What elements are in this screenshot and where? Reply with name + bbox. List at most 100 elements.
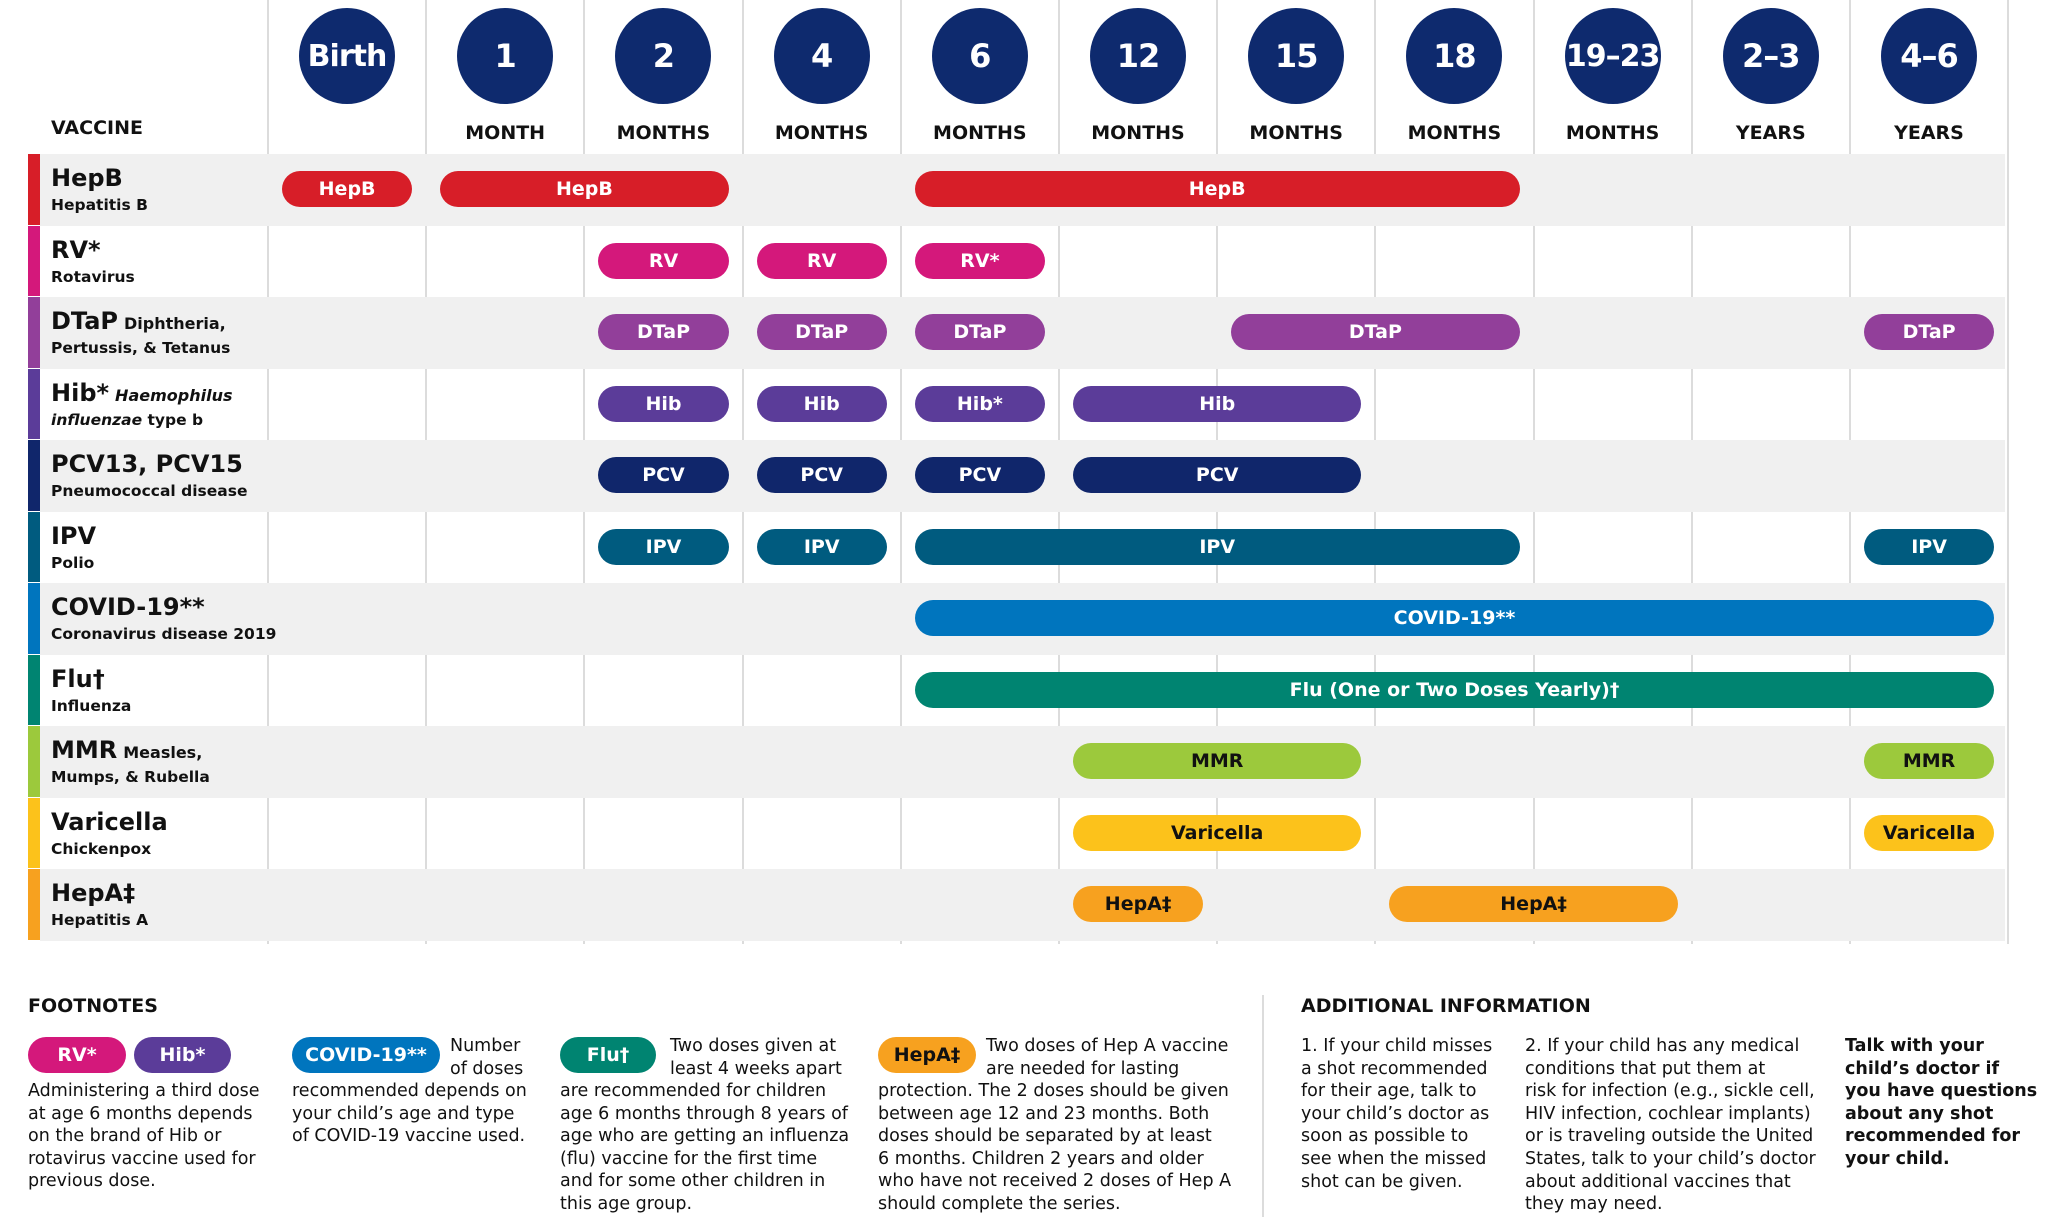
info-line: recommended for (1845, 1126, 2020, 1147)
dose-pill: PCV (598, 457, 729, 493)
age-column-7: 18 MONTHS (1375, 8, 1533, 144)
age-circle: 4 (773, 8, 870, 104)
footnote-line: should complete the series. (878, 1193, 1121, 1214)
dose-pill: Hib (1073, 385, 1362, 422)
age-unit: MONTHS (1249, 122, 1343, 144)
dose-pill: IPV (1864, 528, 1995, 565)
dose-pill: IPV (914, 528, 1520, 565)
vaccine-name: Hib* Haemophilus (51, 379, 232, 407)
age-unit: MONTHS (933, 122, 1027, 144)
footnote-line: are needed for lasting (986, 1058, 1180, 1079)
footnote-hepa-pill: HepA‡ (878, 1037, 976, 1073)
vaccine-abbrev: PCV13, PCV15 (51, 450, 243, 478)
dose-pill: MMR (1073, 743, 1362, 779)
dose-pill: HepB (914, 171, 1520, 207)
dose-pill: PCV (914, 457, 1045, 493)
dose-pill: PCV (756, 457, 887, 493)
dose-pill: Varicella (1073, 814, 1362, 851)
vaccine-description: Influenza (51, 697, 131, 715)
vaccine-inline-desc: Measles, (123, 743, 203, 762)
info-line: see when the missed (1301, 1148, 1487, 1169)
vaccine-description: Coronavirus disease 2019 (51, 625, 276, 643)
info-line: a shot recommended (1301, 1058, 1488, 1079)
vaccine-description: Chickenpox (51, 840, 151, 858)
vaccine-description: influenzae type b (51, 411, 203, 429)
vaccine-description: Rotavirus (51, 268, 135, 286)
footnote-flu-pill: Flu† (560, 1037, 656, 1073)
footnote-flu-side: Two doses given at least 4 weeks apart (670, 1035, 842, 1080)
age-unit (268, 122, 426, 144)
vaccine-abbrev: COVID-19** (51, 593, 205, 621)
footnote-line: of doses (450, 1058, 524, 1079)
vaccine-description: Pneumococcal disease (51, 482, 247, 500)
info-line: or is traveling outside the United (1525, 1126, 1814, 1147)
dose-pill: HepB (440, 171, 729, 207)
footnote-line: of COVID-19 vaccine used. (292, 1126, 526, 1147)
vaccine-abbrev: Hib* (51, 378, 110, 407)
dose-pill: RV* (914, 242, 1045, 279)
vaccine-abbrev: MMR (51, 736, 118, 764)
age-circle: 12 (1090, 8, 1186, 104)
vaccine-description: Mumps, & Rubella (51, 768, 210, 786)
vaccine-color-bar (28, 583, 40, 655)
vaccine-color-bar (28, 654, 40, 726)
footnote-line: Two doses given at (670, 1036, 837, 1056)
footnote-line: Administering a third dose (28, 1081, 260, 1101)
dose-pill: PCV (1073, 457, 1362, 493)
footnote-line: are recommended for children (560, 1081, 827, 1101)
footnote-line: least 4 weeks apart (670, 1058, 842, 1079)
vaccine-desc-text: influenzae (51, 410, 143, 429)
vaccine-color-bar (28, 726, 40, 798)
vaccine-name: MMR Measles, (51, 736, 202, 764)
vaccine-desc-text: Influenza (51, 696, 132, 715)
dose-pill: RV (756, 242, 887, 279)
vaccine-abbrev: HepB (51, 164, 123, 192)
footnote-line: protection. The 2 doses should be given (878, 1081, 1229, 1101)
info-line: your child. (1845, 1148, 1950, 1169)
dose-pill: RV (598, 242, 729, 279)
age-unit: MONTHS (1407, 122, 1502, 144)
age-circle: 2 (615, 8, 712, 104)
age-circle: 2–3 (1722, 8, 1819, 104)
dose-pill: DTaP (1864, 314, 1995, 350)
age-circle: 1 (457, 8, 554, 104)
info-line: shot can be given. (1301, 1171, 1463, 1192)
age-column-9: 2–3 YEARS (1692, 8, 1850, 144)
vaccine-name: COVID-19** (51, 593, 205, 621)
additional-info-title: ADDITIONAL INFORMATION (1301, 995, 1591, 1017)
info-line: risk for infection (e.g., sickle cell, (1525, 1081, 1815, 1102)
vaccine-color-bar (28, 225, 40, 297)
dose-pill: Hib (756, 385, 887, 422)
vaccine-desc-text: Polio (51, 553, 95, 572)
vaccine-abbrev: RV* (51, 235, 101, 264)
dose-pill: MMR (1864, 743, 1995, 779)
footnote-line: age who are getting an influenza (560, 1126, 850, 1147)
info-line: 1. If your child misses (1301, 1036, 1493, 1056)
vaccine-abbrev: Flu† (51, 664, 105, 693)
dose-pill: DTaP (1231, 314, 1520, 350)
vaccine-desc-text: Hepatitis A (51, 911, 149, 929)
vaccine-color-bar (28, 511, 40, 583)
age-unit: MONTHS (1091, 122, 1185, 144)
info-line: HIV infection, cochlear implants) (1525, 1103, 1811, 1124)
info-line: Talk with your (1845, 1036, 1984, 1056)
vaccine-desc-text: Mumps, & Rubella (51, 768, 210, 786)
age-column-10: 4–6 YEARS (1850, 8, 2008, 144)
footnote-covid-pill: COVID-19** (292, 1037, 440, 1073)
info-line: about additional vaccines that (1525, 1171, 1791, 1192)
age-column-2: 2 MONTHS (584, 8, 742, 144)
age-unit: MONTHS (774, 122, 869, 144)
footnote-line: (flu) vaccine for the first time (560, 1148, 818, 1169)
info-line: States, talk to your child’s doctor (1525, 1148, 1816, 1169)
vaccine-name: IPV (51, 522, 96, 550)
age-column-3: 4 MONTHS (743, 8, 901, 144)
info-line: for their age, talk to (1301, 1081, 1477, 1102)
footnote-line: 6 months. Children 2 years and older (878, 1148, 1204, 1169)
footnote-hepa-text: protection. The 2 doses should be given … (878, 1080, 1248, 1216)
vaccine-name: HepA‡ (51, 879, 135, 907)
age-column-8: 19–23 MONTHS (1534, 8, 1692, 144)
footnote-flu-text: are recommended for children age 6 month… (560, 1080, 880, 1216)
age-unit: YEARS (1735, 122, 1806, 144)
vaccine-name: Varicella (51, 808, 168, 836)
vaccine-desc-text: Coronavirus disease 2019 (51, 625, 277, 643)
